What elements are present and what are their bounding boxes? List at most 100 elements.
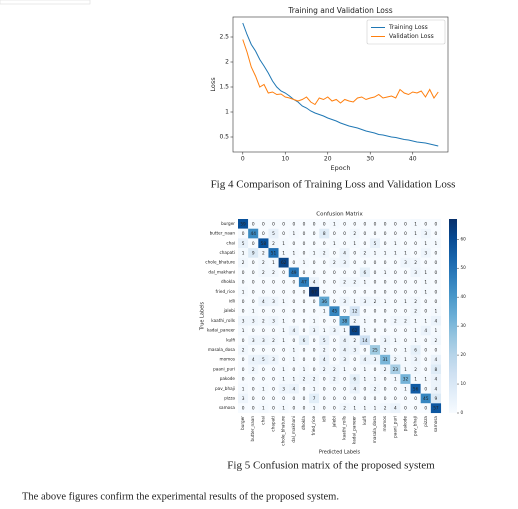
cell-value: 0: [272, 328, 275, 334]
cell-value: 0: [343, 289, 346, 295]
row-label: chole_bhature: [205, 260, 235, 265]
plot-frame: [232, 16, 449, 153]
matrix-cell: [248, 296, 259, 307]
cell-value: 6: [414, 347, 417, 353]
cell-value: 0: [424, 386, 427, 392]
cell-value: 1: [414, 328, 417, 334]
matrix-cell: [339, 354, 350, 365]
cell-value: 0: [313, 367, 316, 373]
cell-value: 1: [343, 328, 346, 334]
matrix-cell: [390, 374, 401, 384]
matrix-cell: [339, 335, 350, 346]
cell-value: 1: [252, 309, 255, 315]
matrix-cell: [359, 238, 370, 249]
matrix-cell: [349, 219, 360, 229]
column-label: kaathi_rolls: [342, 416, 347, 440]
matrix-cell: [309, 306, 320, 317]
matrix-cell: [248, 286, 259, 297]
cell-value: 31: [382, 357, 388, 363]
matrix-cell: [369, 306, 381, 317]
matrix-cell: [369, 383, 381, 394]
cell-value: 2: [333, 377, 336, 383]
row-label: dal_makhani: [208, 269, 235, 274]
matrix-cell: [400, 306, 411, 317]
matrix-cell: [278, 257, 289, 268]
cell-value: 1: [303, 367, 306, 373]
matrix-cell: [380, 325, 391, 336]
cell-value: 0: [364, 386, 367, 392]
matrix-cell: [430, 277, 442, 287]
x-tick-label: 40: [409, 156, 417, 163]
cell-value: 6: [353, 377, 356, 383]
matrix-cell: [380, 267, 391, 278]
cell-value: 0: [435, 270, 438, 276]
matrix-cell: [319, 364, 330, 375]
cell-value: 0: [414, 396, 417, 402]
matrix-cell: [420, 306, 431, 317]
matrix-cell: [238, 364, 249, 375]
matrix-cell: [339, 267, 350, 278]
matrix-cell: [400, 277, 411, 287]
cell-value: 0: [333, 386, 336, 392]
cell-value: 9: [435, 396, 438, 402]
cell-value: 3: [252, 318, 255, 324]
matrix-cell: [410, 267, 421, 278]
y-tick-label: 2.5: [219, 34, 229, 41]
matrix-cell: [309, 296, 320, 307]
cell-value: 4: [435, 357, 438, 363]
cell-value: 0: [252, 406, 255, 412]
cell-value: 4: [323, 357, 326, 363]
cell-value: 0: [424, 299, 427, 305]
matrix-cell: [329, 306, 340, 317]
cell-value: 2: [343, 280, 346, 286]
cell-value: 0: [343, 221, 346, 227]
matrix-cell: [298, 306, 310, 317]
matrix-cell: [319, 316, 330, 326]
matrix-cell: [349, 296, 360, 307]
matrix-cell: [369, 354, 381, 365]
cell-value: 0: [303, 406, 306, 412]
matrix-cell: [420, 335, 431, 346]
matrix-cell: [309, 238, 320, 249]
cell-value: 0: [435, 347, 438, 353]
matrix-cell: [329, 248, 340, 258]
matrix-cell: [258, 286, 269, 297]
matrix-cell: [410, 335, 421, 346]
cell-value: 0: [353, 289, 356, 295]
column-label: butter_naan: [250, 416, 255, 442]
cell-value: 1: [374, 406, 377, 412]
matrix-cell: [248, 306, 259, 317]
cell-value: 0: [313, 347, 316, 353]
y-tick-label: 2: [225, 59, 229, 66]
matrix-cell: [359, 257, 370, 268]
cell-value: 1: [384, 250, 387, 256]
matrix-cell: [339, 248, 350, 258]
cell-value: 47: [301, 280, 307, 286]
cell-value: 0: [435, 289, 438, 295]
cell-value: 1: [282, 377, 285, 383]
matrix-cell: [309, 345, 320, 355]
cell-value: 0: [384, 386, 387, 392]
matrix-cell: [380, 296, 391, 307]
matrix-cell: [400, 325, 411, 336]
matrix-cell: [359, 325, 370, 336]
cell-value: 0: [292, 367, 295, 373]
matrix-cell: [380, 306, 391, 317]
cell-value: 0: [292, 260, 295, 266]
cell-value: 2: [394, 318, 397, 324]
row-label: butter_naan: [210, 231, 236, 236]
cell-value: 0: [292, 406, 295, 412]
cell-value: 2: [435, 338, 438, 344]
cell-value: 1: [435, 328, 438, 334]
cell-value: 0: [384, 241, 387, 247]
matrix-cell: [390, 354, 401, 365]
cell-value: 0: [262, 289, 265, 295]
matrix-cell: [410, 374, 421, 384]
column-label: kulfi: [362, 416, 367, 425]
matrix-cell: [329, 393, 340, 404]
matrix-cell: [278, 296, 289, 307]
cell-value: 0: [384, 309, 387, 315]
cell-value: 2: [394, 357, 397, 363]
cell-value: 0: [323, 318, 326, 324]
